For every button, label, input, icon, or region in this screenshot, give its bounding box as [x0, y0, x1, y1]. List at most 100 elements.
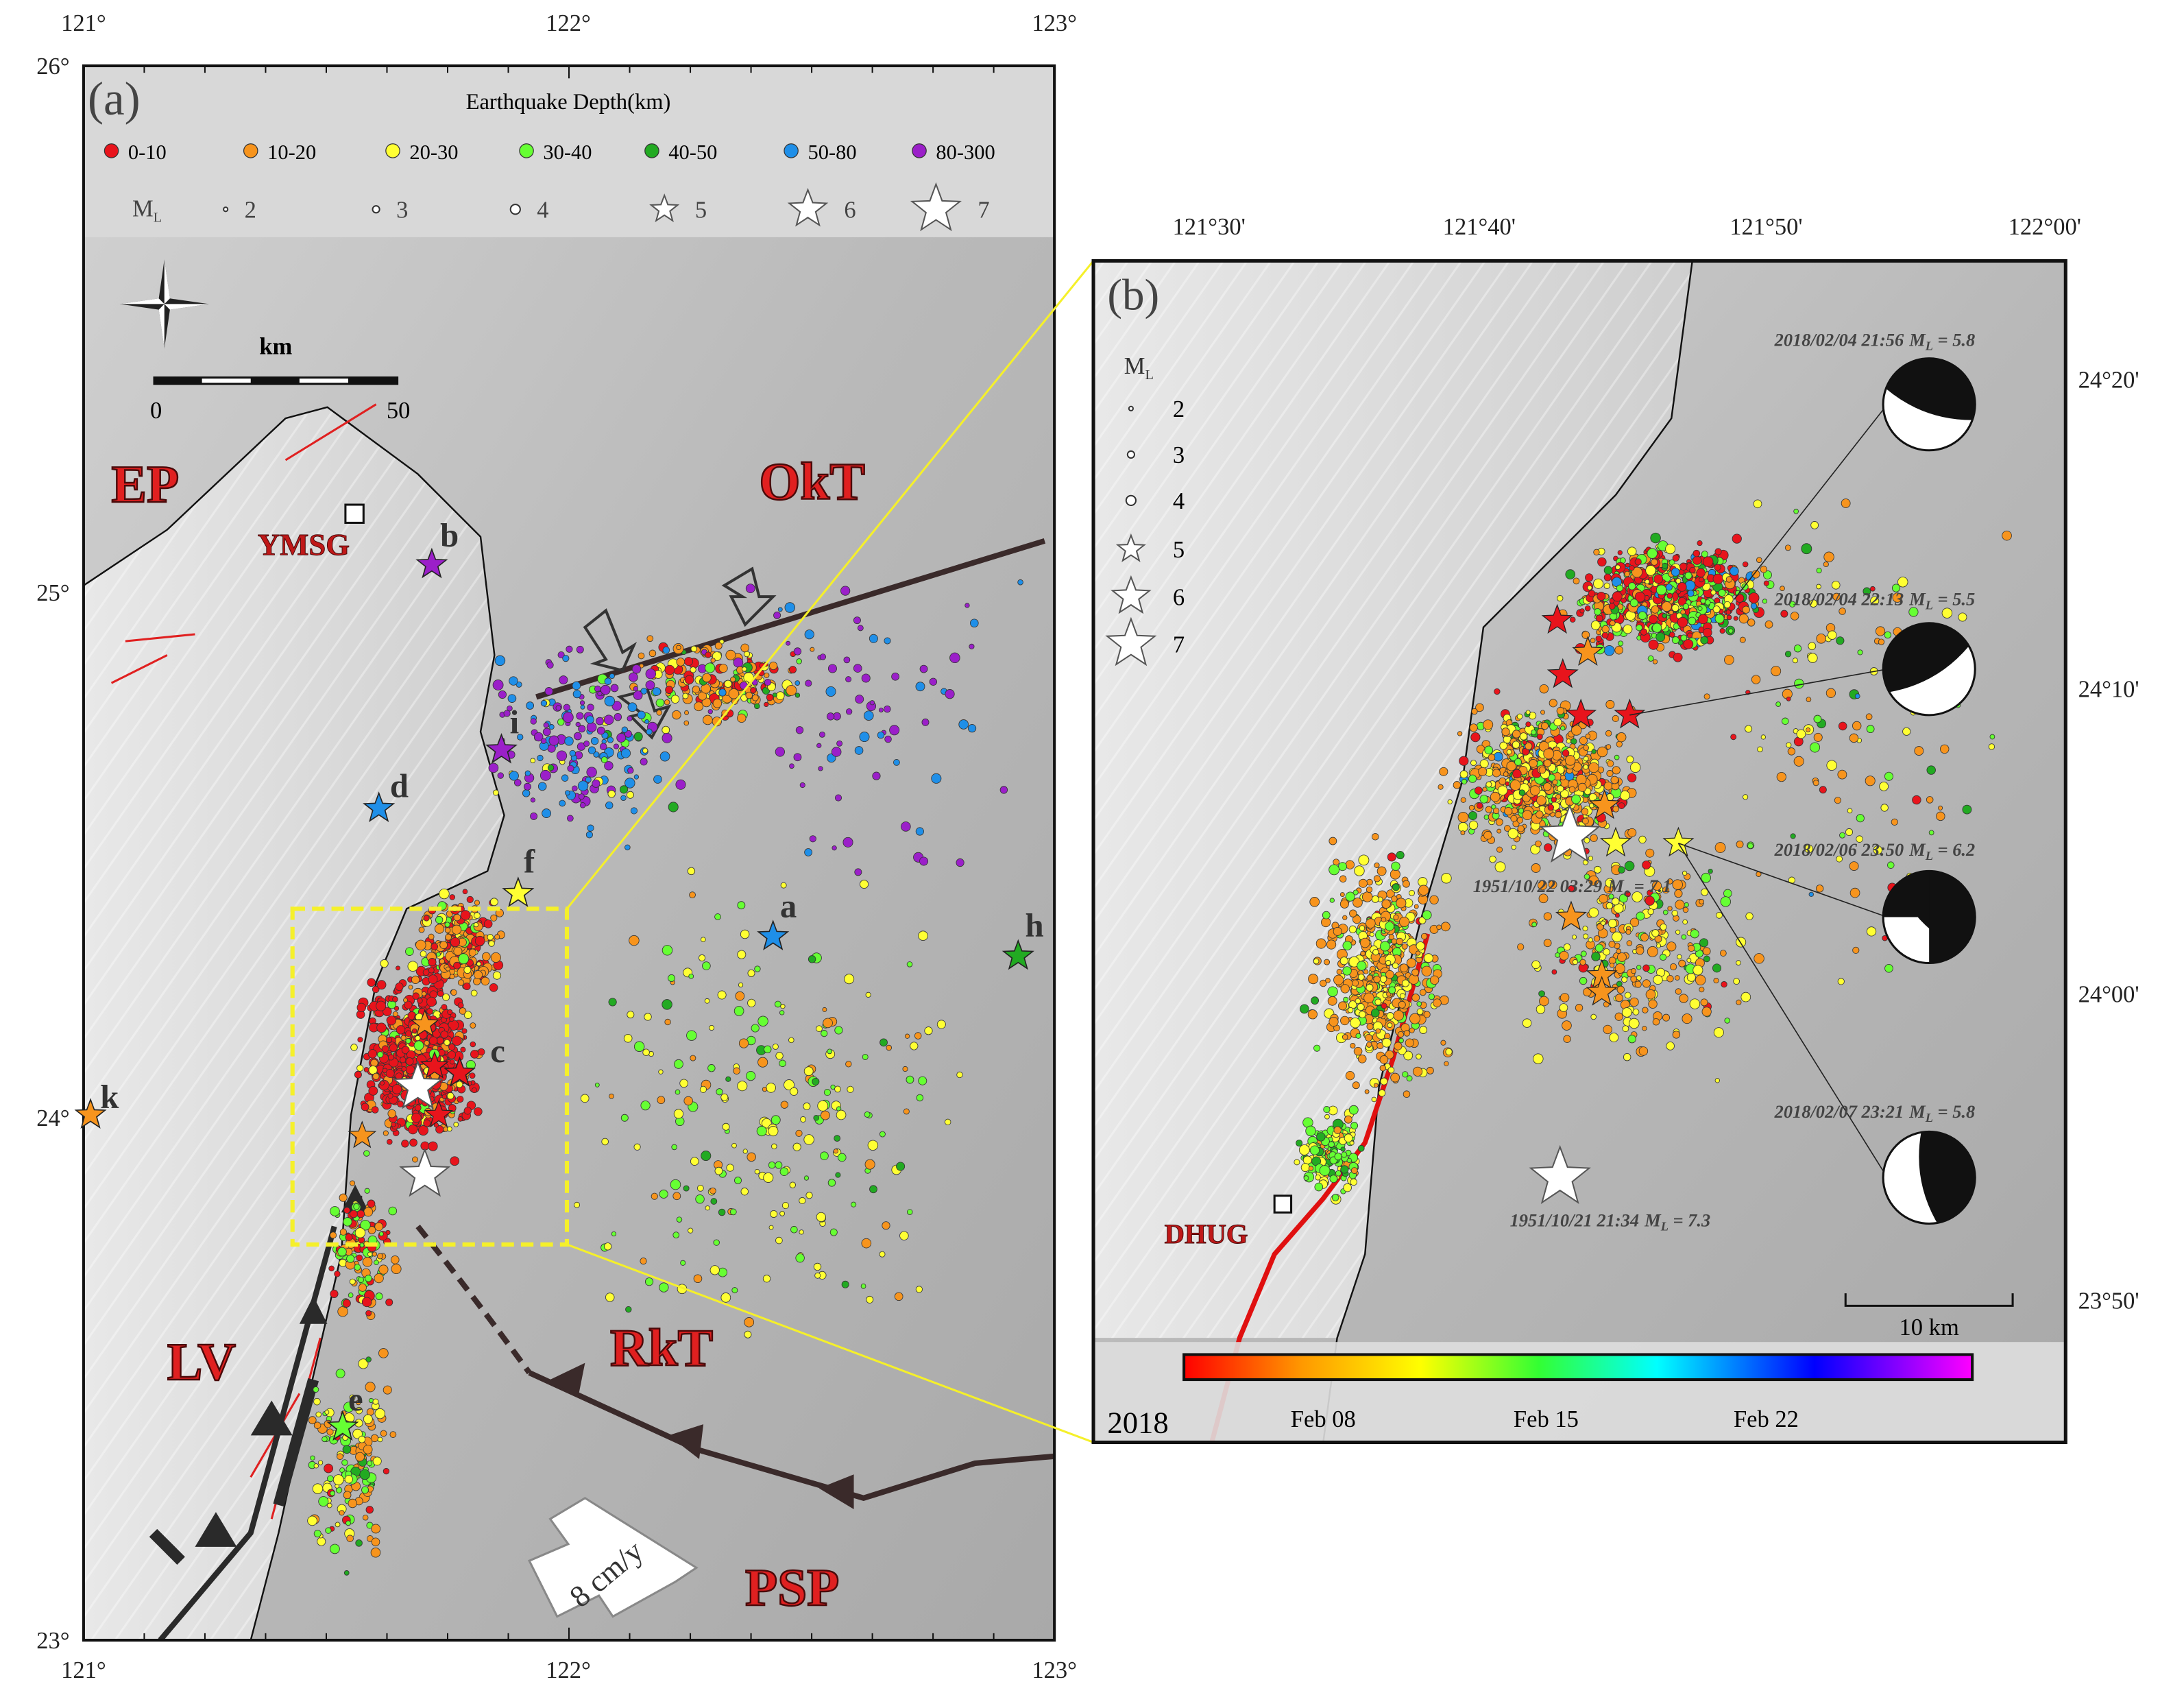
- quake: [474, 970, 483, 980]
- quake: [747, 998, 756, 1007]
- quake: [1642, 964, 1650, 972]
- quake: [733, 657, 744, 668]
- quake: [827, 1179, 836, 1187]
- quake: [1323, 1105, 1331, 1114]
- relief-shading: [83, 407, 505, 1641]
- quake: [344, 1475, 353, 1484]
- quake: [1630, 968, 1637, 974]
- quake: [1681, 934, 1687, 940]
- quake: [377, 1253, 383, 1260]
- quake: [1365, 1033, 1373, 1042]
- quake: [1636, 624, 1643, 632]
- quake: [359, 1469, 370, 1480]
- quake: [557, 718, 565, 726]
- quake: [1522, 740, 1527, 745]
- quake: [450, 1156, 460, 1166]
- quake: [860, 1283, 866, 1289]
- relief-shading-b: [1093, 261, 1692, 1338]
- quake: [396, 1025, 406, 1035]
- quake: [884, 705, 891, 713]
- quake: [879, 1251, 886, 1258]
- quake: [1682, 603, 1690, 610]
- quake: [869, 1185, 877, 1194]
- coastline-b: [1322, 261, 1693, 1443]
- quake: [1398, 1037, 1404, 1044]
- quake: [804, 848, 812, 856]
- quake: [775, 1236, 783, 1245]
- quake: [794, 693, 801, 698]
- quake: [348, 1498, 357, 1509]
- quake: [577, 780, 589, 791]
- quake: [1624, 861, 1635, 872]
- quake: [530, 812, 538, 820]
- quake: [1357, 1144, 1365, 1152]
- legend-label: 2: [1173, 396, 1185, 422]
- quake: [354, 1070, 362, 1079]
- quake: [771, 1143, 777, 1150]
- quake: [836, 740, 843, 747]
- quake: [447, 1009, 453, 1016]
- quake: [1308, 974, 1319, 985]
- quake: [418, 926, 425, 933]
- quake: [503, 710, 511, 717]
- quake: [1350, 1017, 1361, 1029]
- quake: [1902, 727, 1911, 736]
- quake: [1703, 955, 1710, 963]
- event-label: c: [490, 1033, 505, 1070]
- quake: [387, 1138, 393, 1145]
- quake: [343, 1491, 352, 1500]
- x-tick-label: 121°50': [1730, 214, 1802, 240]
- quake: [1399, 963, 1409, 972]
- quake: [1333, 974, 1344, 985]
- quake: [1340, 1146, 1346, 1152]
- quake: [1629, 1018, 1640, 1029]
- quake: [1423, 953, 1433, 963]
- quake: [346, 1254, 355, 1263]
- quake: [854, 746, 864, 755]
- quake: [1682, 919, 1688, 925]
- quake: [1682, 870, 1688, 876]
- quake: [796, 658, 802, 664]
- quake: [918, 930, 928, 941]
- quake: [363, 1067, 369, 1072]
- quake: [1437, 784, 1444, 790]
- quake: [1573, 577, 1580, 585]
- legend-label: 5: [1173, 537, 1185, 563]
- quake: [1659, 953, 1667, 961]
- quake: [1401, 979, 1409, 987]
- quake: [673, 1109, 684, 1119]
- quake: [956, 1071, 963, 1079]
- quake: [915, 1286, 923, 1293]
- quake: [365, 1275, 372, 1282]
- mechanism-label: 2018/02/07 23:21 ML = 5.8: [1774, 1101, 1976, 1125]
- quake: [573, 732, 582, 741]
- quake: [1757, 746, 1763, 753]
- y-tick-label: 23°: [36, 1628, 69, 1654]
- quake: [587, 824, 594, 832]
- quake: [1525, 710, 1531, 715]
- quake: [385, 1298, 393, 1306]
- quake: [773, 611, 781, 619]
- quake: [623, 1033, 633, 1043]
- quake: [559, 800, 566, 807]
- quake: [1634, 592, 1646, 603]
- quake: [779, 1010, 785, 1016]
- quake: [854, 868, 862, 876]
- quake: [1510, 815, 1518, 822]
- quake: [831, 747, 842, 757]
- quake: [964, 603, 970, 608]
- quake: [415, 939, 426, 951]
- quake: [494, 655, 506, 666]
- quake: [671, 1144, 677, 1151]
- quake: [1617, 550, 1623, 555]
- quake: [1671, 604, 1679, 612]
- quake: [414, 1104, 422, 1112]
- quake: [1941, 608, 1953, 618]
- quake: [1536, 810, 1544, 819]
- quake: [389, 1043, 398, 1053]
- quake: [645, 668, 657, 680]
- quake: [1891, 818, 1898, 826]
- quake: [792, 1142, 801, 1151]
- quake: [676, 658, 685, 666]
- quake: [779, 1210, 785, 1216]
